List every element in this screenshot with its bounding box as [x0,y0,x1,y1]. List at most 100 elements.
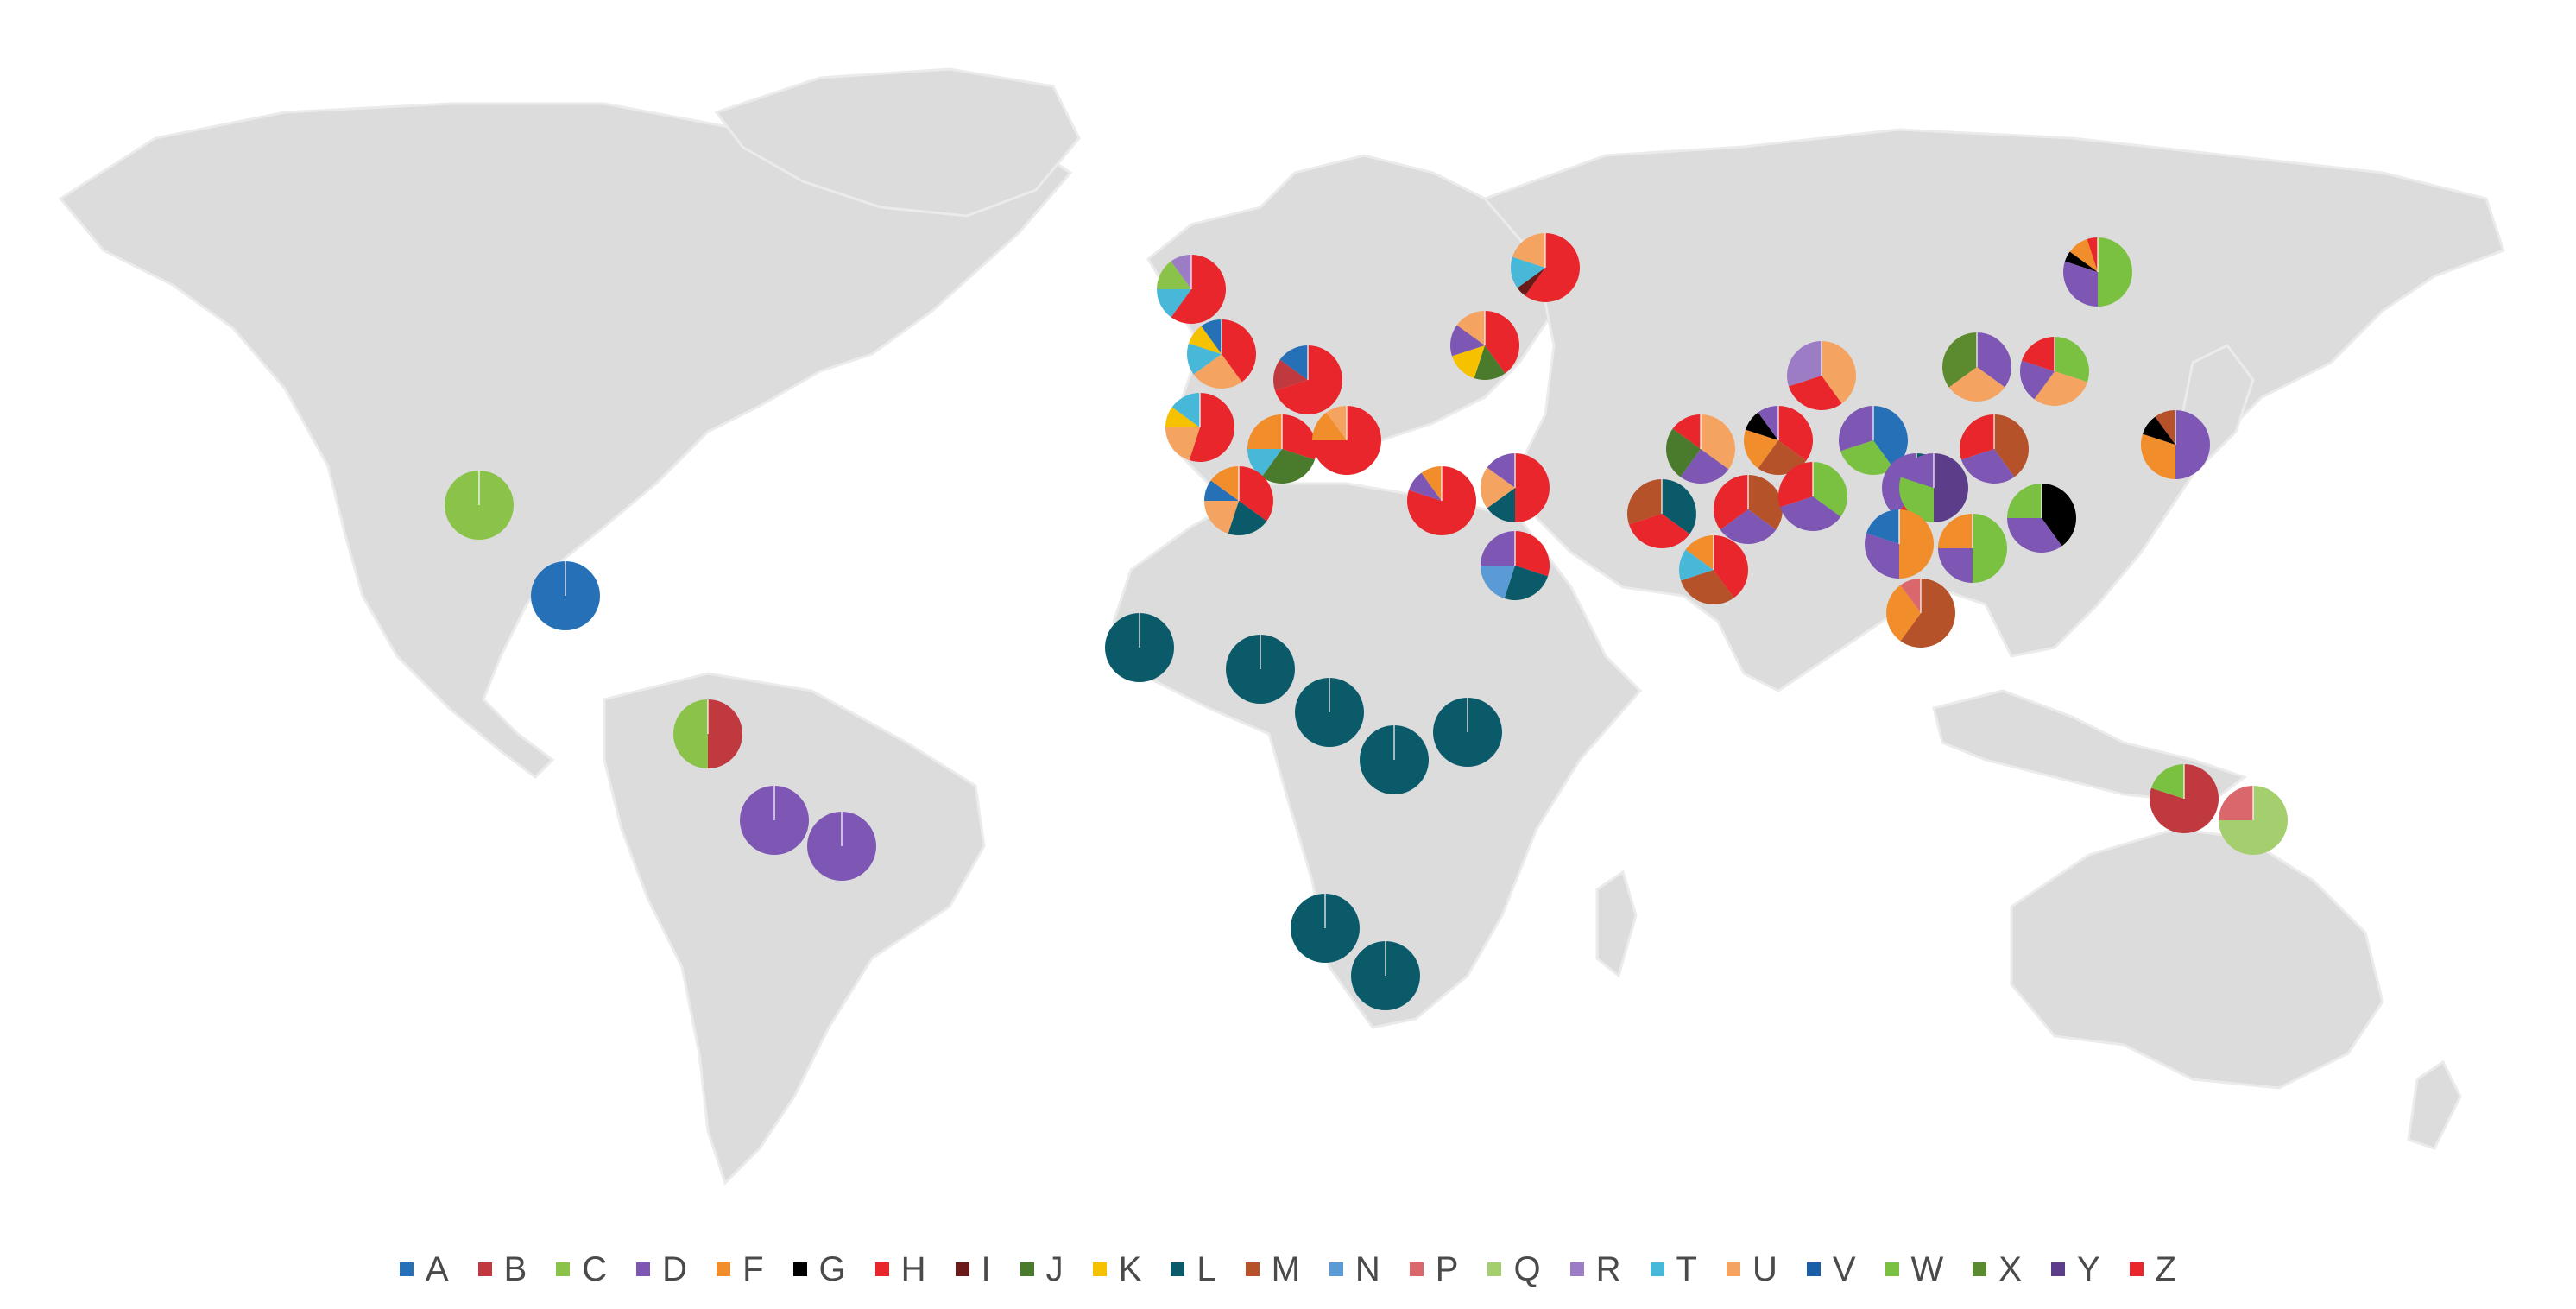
legend-swatch-d [636,1262,651,1276]
pie-slice-u [1481,467,1515,509]
pie-slice-f [2141,433,2175,479]
pie-slice-m [1900,579,1955,648]
legend-swatch-w [1885,1262,1899,1276]
pie-slice-m [2155,410,2175,445]
pie-sichuan [1899,453,1968,522]
pie-slice-a [1201,319,1222,354]
legend-item-c: C [556,1252,607,1287]
pie-slice-f [1885,585,1921,642]
pie-slice-m [1994,414,2029,477]
pie-slice-j [1666,428,1701,477]
pie-iberia-2 [1204,466,1274,535]
legend-swatch-n [1329,1262,1343,1276]
pie-india-west [1679,535,1748,604]
pie-slice-d [2007,518,2062,553]
legend-swatch-t [1650,1262,1664,1276]
pie-slice-d [1680,449,1729,484]
pie-mongolia [1942,332,2012,402]
pie-slice-t [1187,343,1222,375]
pie-slice-u [1456,311,1485,345]
pie-slice-w [2150,764,2184,799]
pie-slice-h [1485,311,1519,374]
pie-russia-north [1511,233,1580,302]
pie-slice-h [2021,337,2055,371]
legend-swatch-g [792,1262,807,1276]
pie-slice-h [1788,376,1842,411]
pie-slice-a [1866,509,1899,544]
pie-slice-w [2055,337,2089,383]
pie-slice-h [1672,414,1701,449]
pie-slice-k [1451,345,1485,379]
pie-slice-d [1865,533,1899,579]
pie-slice-w [1813,462,1848,517]
world-map [58,67,2505,1186]
pie-slice-k [1188,326,1222,354]
pie-slice-u [1165,427,1200,461]
legend-item-d: D [636,1252,687,1287]
legend-item-j: J [1020,1252,1064,1287]
pie-slice-h [2087,237,2098,272]
pie-slice-h [1525,233,1580,302]
pie-yunnan [1938,514,2007,583]
pie-iran [1666,414,1736,484]
pie-slice-h [1515,453,1550,522]
pie-manchuria [2019,337,2089,407]
pie-korea [2141,410,2210,479]
legend-label-y: Y [2076,1250,2100,1288]
legend-item-z: Z [2129,1252,2176,1287]
pie-slice-c [673,699,708,768]
legend-swatch-p [1409,1262,1424,1276]
pie-italy-1 [1247,414,1316,484]
pie-slice-u [1512,233,1545,268]
pie-slice-w [2007,484,2042,518]
pie-slice-f [1938,514,1973,548]
pie-slice-t [1511,256,1545,288]
pie-slice-d [1720,509,1777,544]
pie-slice-l [1662,479,1697,534]
legend-item-p: P [1409,1252,1458,1287]
pie-slice-f [1421,466,1442,501]
legend-item-r: R [1569,1252,1621,1287]
legend-item-u: U [1726,1252,1777,1287]
legend-swatch-c [556,1262,571,1276]
pie-slice-g [1745,412,1778,440]
pie-tibet [1839,406,1908,475]
pie-slice-d [1408,472,1442,501]
pie-slice-g [2142,416,2175,445]
pie-slice-f [1312,412,1347,440]
pie-afghan [1627,479,1697,548]
pie-slice-d [2019,360,2055,400]
pie-slice-w [1973,514,2007,583]
legend-swatch-a [399,1262,414,1276]
pie-slice-f [1247,414,1282,449]
legend-swatch-v [1806,1262,1821,1276]
pie-slice-t [1247,449,1282,477]
pie-central-africa [1295,678,1364,747]
pie-slice-d [1758,406,1778,440]
pie-congo [1360,725,1429,794]
pie-slice-u [1822,341,1856,404]
south-america [603,672,986,1186]
pie-slice-l [1487,488,1515,522]
pie-slice-h [1171,255,1226,324]
pie-west-africa-2 [1226,635,1295,704]
pie-west-africa-1 [1105,613,1174,682]
pie-slice-d [1450,325,1485,357]
pie-arabia [1481,531,1550,600]
pie-slice-a [1873,406,1908,469]
pie-norway [1157,255,1226,324]
legend-label-g: G [818,1250,846,1288]
landmasses [58,67,2505,1186]
pie-slice-c [1157,261,1191,289]
pie-north-china [1960,414,2029,484]
pie-germany [1273,345,1343,414]
legend-item-v: V [1806,1252,1856,1287]
pie-slice-r [1787,341,1822,387]
legend-item-t: T [1650,1252,1697,1287]
pie-central-mexico [531,561,600,630]
legend-swatch-q [1487,1262,1502,1276]
legend-label-j: J [1045,1250,1064,1288]
pie-slice-d [1779,496,1841,531]
pie-bengal [1865,509,1934,579]
